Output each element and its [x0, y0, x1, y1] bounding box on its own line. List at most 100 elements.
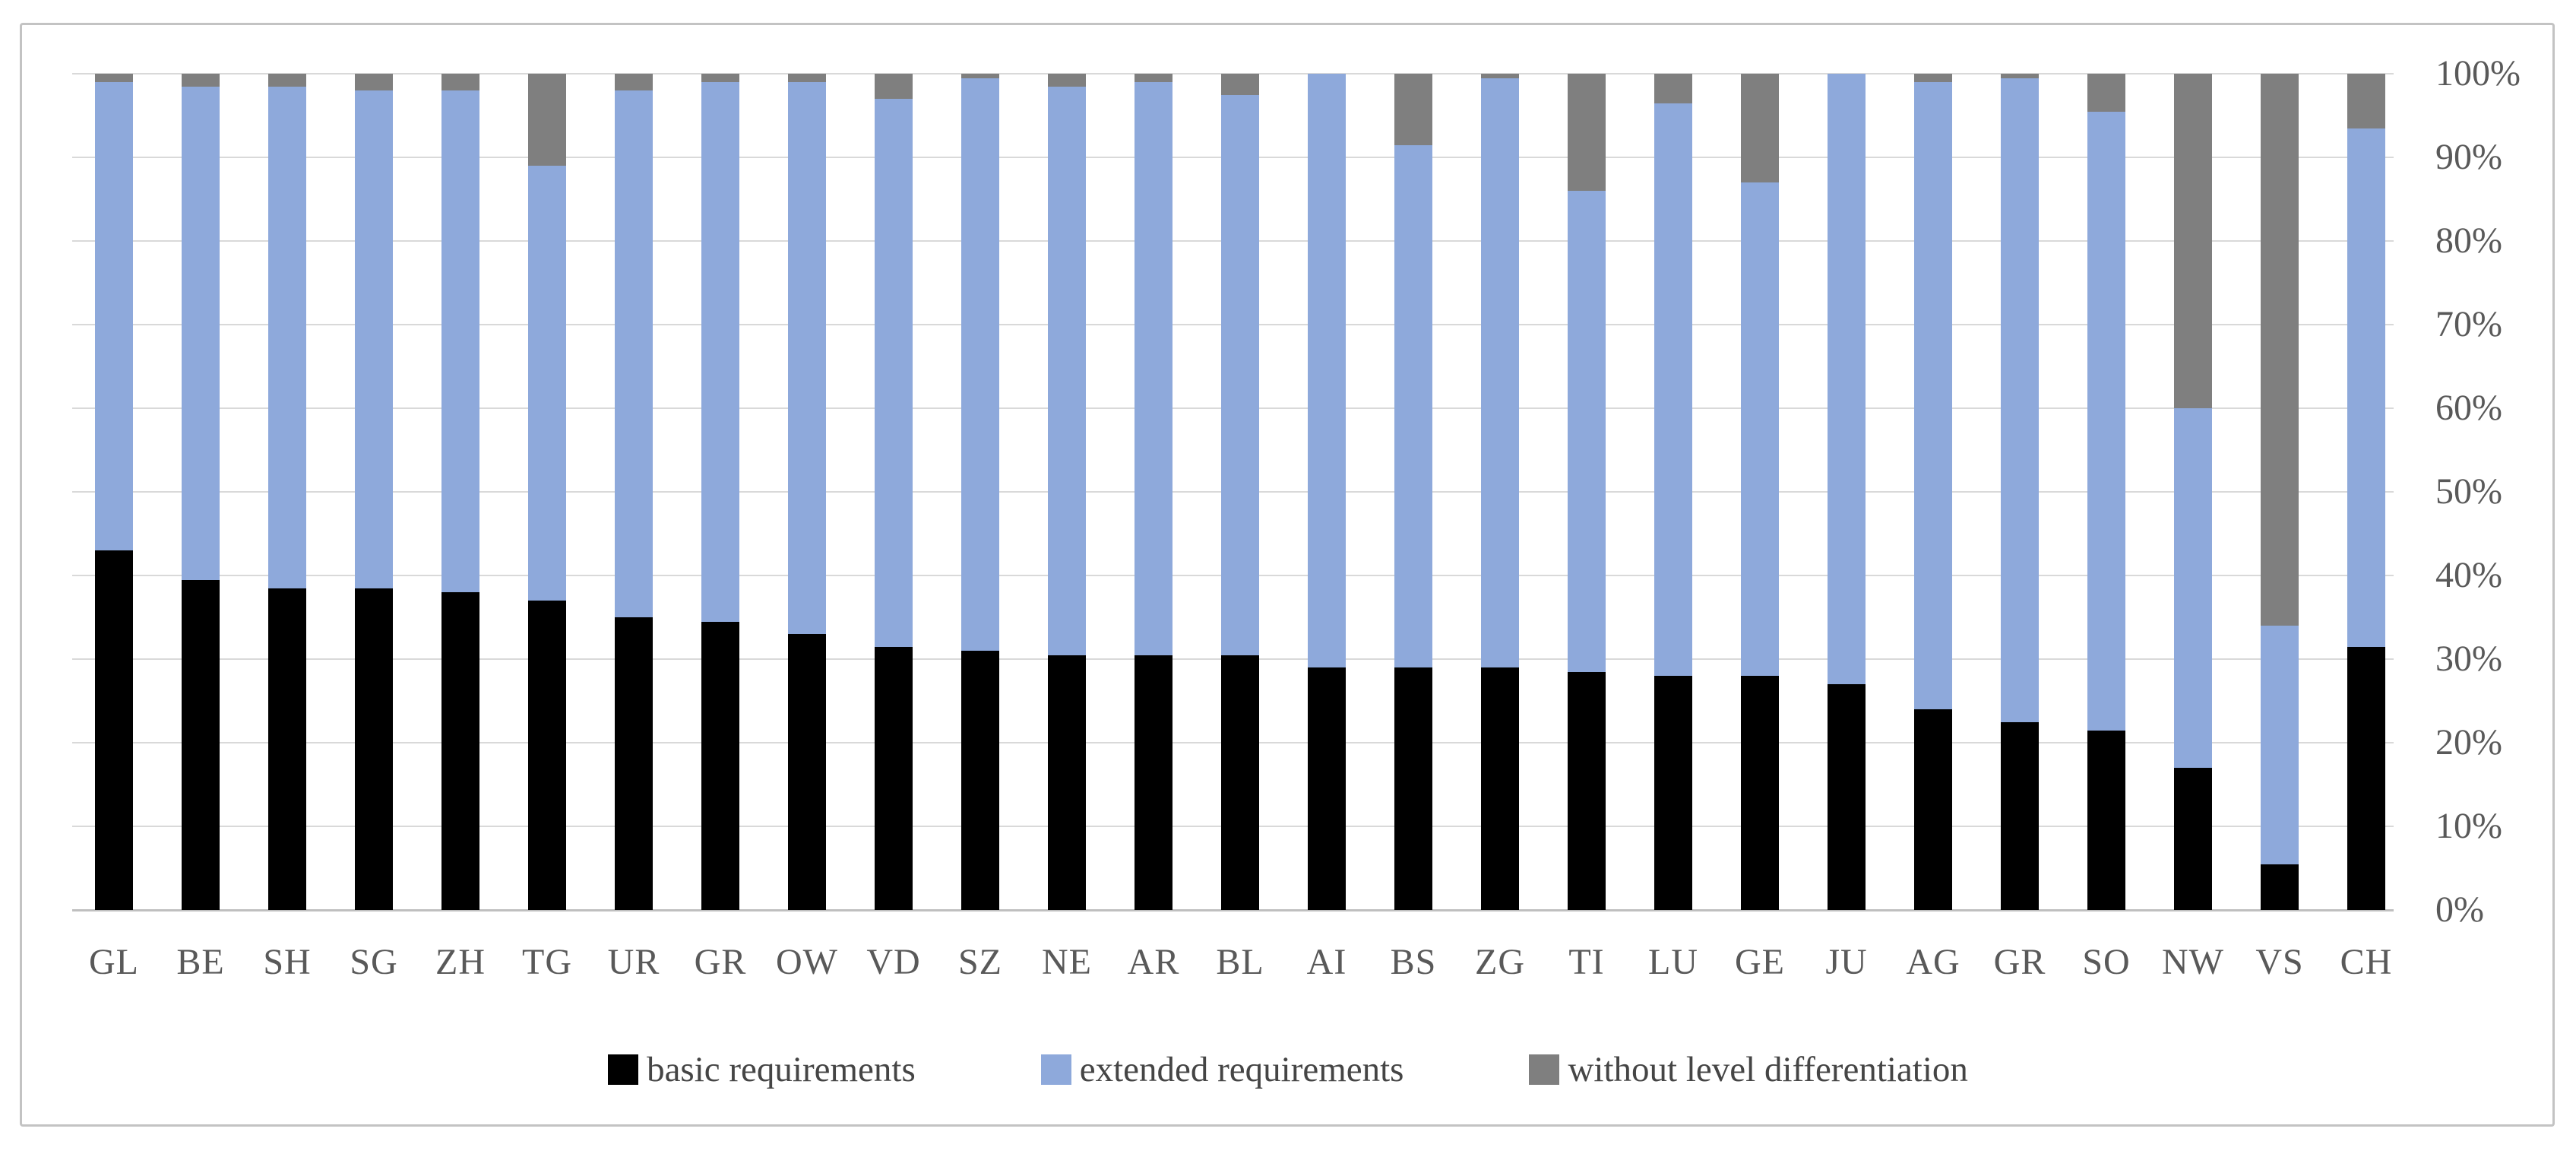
segment-AG-basic-requirements — [1914, 709, 1952, 910]
segment-GL-extended-requirements — [95, 82, 133, 550]
segment-ZH-without-level-differentiation — [441, 74, 479, 90]
x-tick-label-TI-17: TI — [1568, 942, 1605, 982]
bar-JU-20 — [1828, 74, 1866, 910]
y-tick-label-100%: 100% — [2435, 53, 2521, 94]
segment-GE-basic-requirements — [1741, 676, 1779, 910]
bar-NW-24 — [2174, 74, 2212, 910]
segment-OW-basic-requirements — [788, 634, 826, 910]
segment-TG-basic-requirements — [528, 601, 566, 910]
segment-AR-basic-requirements — [1135, 655, 1172, 910]
plot-area — [72, 73, 2394, 911]
segment-SH-without-level-differentiation — [268, 74, 306, 87]
segment-VS-extended-requirements — [2261, 626, 2299, 864]
segment-AG-extended-requirements — [1914, 82, 1952, 709]
bar-UR-6 — [615, 74, 653, 910]
y-tick-label-20%: 20% — [2435, 722, 2502, 762]
segment-SH-basic-requirements — [268, 588, 306, 910]
segment-BS-without-level-differentiation — [1394, 74, 1432, 145]
segment-LU-without-level-differentiation — [1654, 74, 1692, 103]
segment-AR-without-level-differentiation — [1135, 74, 1172, 82]
legend-item-basic-requirements: basic requirements — [608, 1049, 916, 1090]
segment-LU-basic-requirements — [1654, 676, 1692, 910]
segment-ZG-extended-requirements — [1481, 78, 1519, 667]
segment-BS-basic-requirements — [1394, 667, 1432, 910]
bar-AI-14 — [1308, 74, 1346, 910]
segment-JU-basic-requirements — [1828, 684, 1866, 910]
segment-AI-extended-requirements — [1308, 74, 1346, 667]
segment-NW-without-level-differentiation — [2174, 74, 2212, 408]
bar-SH-2 — [268, 74, 306, 910]
bar-OW-8 — [788, 74, 826, 910]
segment-CH-without-level-differentiation — [2347, 74, 2385, 128]
x-tick-label-BS-15: BS — [1390, 942, 1437, 982]
segment-VD-without-level-differentiation — [875, 74, 913, 99]
segment-VD-extended-requirements — [875, 99, 913, 647]
segment-GE-extended-requirements — [1741, 182, 1779, 676]
segment-SH-extended-requirements — [268, 86, 306, 588]
segment-SG-basic-requirements — [355, 588, 393, 910]
segment-BE-extended-requirements — [182, 86, 220, 580]
bar-LU-18 — [1654, 74, 1692, 910]
segment-TI-without-level-differentiation — [1568, 74, 1606, 191]
segment-NE-basic-requirements — [1048, 655, 1086, 910]
x-tick-label-AG-21: AG — [1906, 942, 1960, 982]
segment-VS-basic-requirements — [2261, 864, 2299, 910]
segment-BL-extended-requirements — [1221, 94, 1259, 655]
bar-BE-1 — [182, 74, 220, 910]
bar-GR-22 — [2001, 74, 2039, 910]
x-tick-label-OW-8: OW — [776, 942, 838, 982]
y-tick-label-50%: 50% — [2435, 471, 2502, 512]
x-tick-label-NW-24: NW — [2162, 942, 2224, 982]
segment-GR-basic-requirements — [701, 621, 739, 910]
bar-SO-23 — [2087, 74, 2125, 910]
segment-TI-basic-requirements — [1568, 671, 1606, 910]
bar-TI-17 — [1568, 74, 1606, 910]
x-tick-label-SG-3: SG — [350, 942, 398, 982]
segment-ZH-extended-requirements — [441, 90, 479, 592]
segment-GL-without-level-differentiation — [95, 74, 133, 82]
segment-AR-extended-requirements — [1135, 82, 1172, 655]
legend-swatch-icon — [1529, 1054, 1560, 1085]
x-tick-label-SO-23: SO — [2082, 942, 2131, 982]
segment-LU-extended-requirements — [1654, 103, 1692, 676]
x-tick-label-ZH-4: ZH — [435, 942, 486, 982]
segment-SO-without-level-differentiation — [2087, 74, 2125, 112]
segment-CH-basic-requirements — [2347, 646, 2385, 910]
segment-ZG-without-level-differentiation — [1481, 74, 1519, 78]
segment-BE-without-level-differentiation — [182, 74, 220, 87]
x-tick-label-VS-25: VS — [2255, 942, 2304, 982]
segment-BL-without-level-differentiation — [1221, 74, 1259, 95]
segment-GR-without-level-differentiation — [2001, 74, 2039, 78]
x-axis-category-labels: GL BE SH SG ZH TG UR GR OW VD SZ NE AR BL AI BS ZG TI LU GE… — [0, 941, 2576, 994]
segment-AI-basic-requirements — [1308, 667, 1346, 910]
bar-BS-15 — [1394, 74, 1432, 910]
segment-NW-extended-requirements — [2174, 408, 2212, 768]
segment-GR-basic-requirements — [2001, 721, 2039, 910]
x-tick-label-ZG-16: ZG — [1475, 942, 1525, 982]
y-axis-tick-labels: 100% 90% 80% 70% 60% 50% 40% 30% 20% 10% 0% — [2435, 0, 2576, 1154]
segment-GR-extended-requirements — [701, 82, 739, 622]
segment-BE-basic-requirements — [182, 579, 220, 910]
segment-SZ-basic-requirements — [961, 651, 999, 910]
x-tick-label-GE-19: GE — [1735, 942, 1785, 982]
y-tick-label-70%: 70% — [2435, 304, 2502, 344]
segment-GL-basic-requirements — [95, 550, 133, 910]
segment-GE-without-level-differentiation — [1741, 74, 1779, 182]
bar-ZH-4 — [441, 74, 479, 910]
legend-item-without-level-differentiation: without level differentiation — [1529, 1049, 1968, 1090]
segment-SO-extended-requirements — [2087, 111, 2125, 731]
y-tick-label-60%: 60% — [2435, 388, 2502, 428]
segment-BS-extended-requirements — [1394, 144, 1432, 667]
y-tick-label-30%: 30% — [2435, 639, 2502, 679]
segment-SG-without-level-differentiation — [355, 74, 393, 90]
y-tick-label-80%: 80% — [2435, 220, 2502, 261]
legend-label: without level differentiation — [1568, 1050, 1968, 1089]
bar-TG-5 — [528, 74, 566, 910]
x-tick-label-UR-6: UR — [607, 942, 660, 982]
segment-SZ-extended-requirements — [961, 78, 999, 651]
y-tick-label-0%: 0% — [2435, 889, 2484, 930]
segment-AG-without-level-differentiation — [1914, 74, 1952, 82]
segment-TG-extended-requirements — [528, 166, 566, 601]
legend-item-extended-requirements: extended requirements — [1040, 1049, 1404, 1090]
